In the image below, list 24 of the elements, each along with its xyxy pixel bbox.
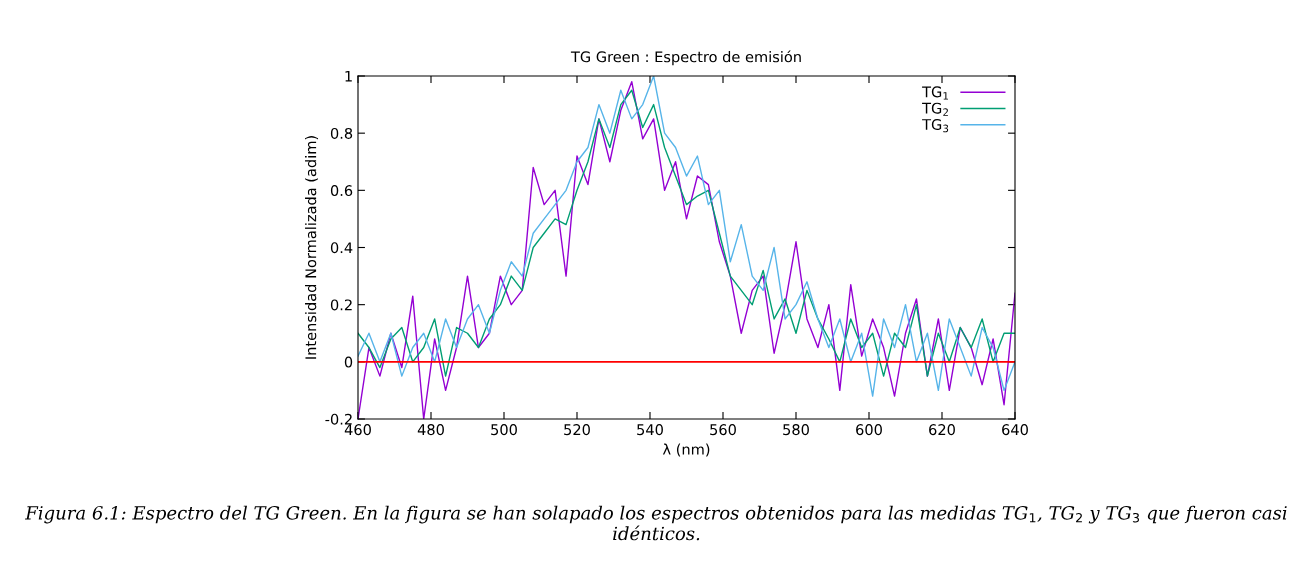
y-tick-label: -0.2 [325, 413, 352, 425]
x-axis-title: λ (nm) [662, 443, 710, 457]
x-tick-label: 460 [344, 424, 371, 436]
y-tick-label: 1 [345, 70, 352, 82]
x-tick-label: 600 [856, 424, 882, 436]
x-tick-label: 540 [637, 424, 663, 436]
text: Figura 6.1: Espectro del TG Green. En la figura se han solapado los espectros obtenidos para las medidas TG$_{1}$, TG$_{2}$ y TG$_{3}$ que fueron casi idénticos. [25, 505, 1287, 541]
y-tick-label: 0 [344, 356, 353, 368]
x-tick-label: 560 [710, 424, 736, 436]
x-tick-label: 580 [783, 424, 809, 436]
y-tick-label: 0.2 [330, 299, 352, 311]
y-tick-label: 0.6 [330, 185, 353, 197]
legend-label: TG$_{2}$ [922, 102, 948, 116]
legend-label: TG$_{1}$ [922, 86, 948, 100]
chart-title: TG Green : Espectro de emisión [570, 50, 801, 66]
y-tick-label: 0.4 [330, 242, 353, 254]
y-tick-label: 0.8 [330, 127, 353, 139]
x-tick-label: 480 [417, 424, 444, 436]
y-axis-title: Intensidad Normalizada (adim) [305, 136, 319, 359]
x-tick-label: 520 [564, 424, 590, 436]
x-tick-label: 640 [1002, 424, 1028, 436]
x-tick-label: 500 [491, 424, 517, 436]
legend-label: TG$_{3}$ [922, 118, 949, 133]
x-tick-label: 620 [929, 424, 955, 436]
